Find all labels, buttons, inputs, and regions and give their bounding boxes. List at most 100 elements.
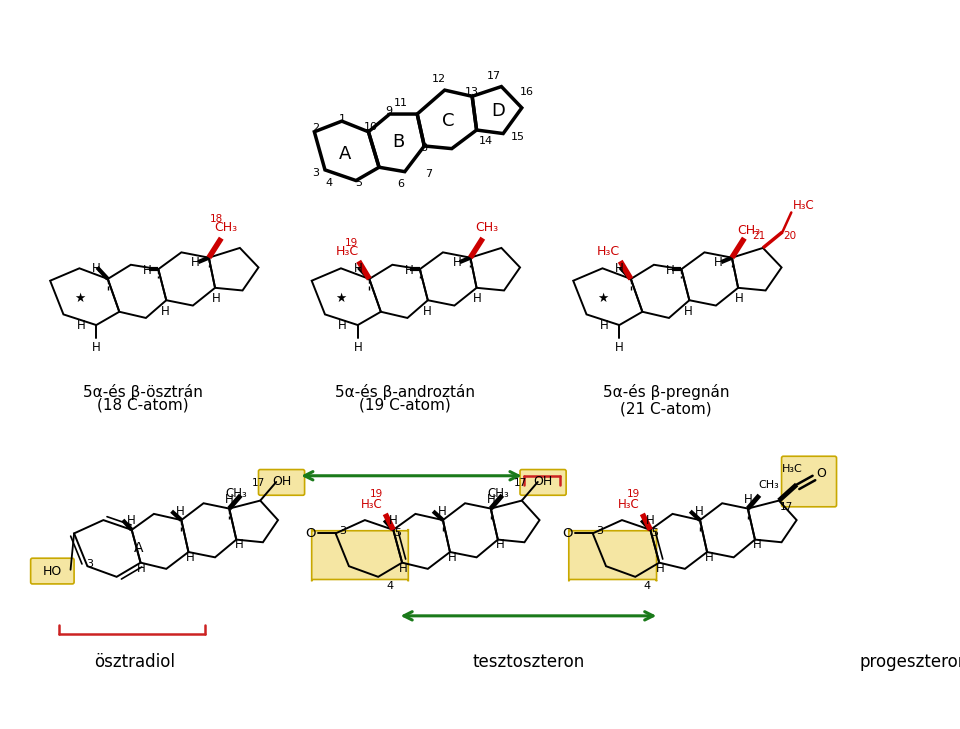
- Text: 14: 14: [478, 136, 492, 146]
- Text: H: H: [487, 494, 495, 506]
- Text: OH: OH: [272, 475, 291, 488]
- Text: HO: HO: [42, 565, 61, 578]
- Text: 19: 19: [345, 238, 358, 248]
- Text: H: H: [754, 539, 762, 551]
- Text: 3: 3: [86, 558, 93, 569]
- Text: H: H: [695, 504, 704, 518]
- Text: H: H: [714, 257, 723, 270]
- Text: 3: 3: [339, 526, 347, 536]
- Text: 4: 4: [387, 581, 394, 590]
- Text: 17: 17: [514, 477, 527, 488]
- Text: 5: 5: [355, 178, 362, 188]
- Text: tesztoszteron: tesztoszteron: [472, 653, 585, 671]
- Text: 20: 20: [783, 231, 796, 241]
- Text: 5α-és β-ösztrán: 5α-és β-ösztrán: [84, 383, 204, 399]
- Text: (19 C-atom): (19 C-atom): [359, 397, 450, 413]
- Text: 5: 5: [395, 528, 401, 537]
- Text: 16: 16: [520, 87, 534, 97]
- Text: A: A: [339, 145, 351, 163]
- Text: H: H: [600, 319, 609, 332]
- Text: ★: ★: [74, 292, 85, 305]
- Text: H: H: [191, 257, 200, 270]
- Text: 21: 21: [752, 230, 765, 241]
- Text: CH₃: CH₃: [757, 480, 779, 490]
- FancyBboxPatch shape: [258, 469, 304, 495]
- Text: H: H: [666, 264, 675, 276]
- Text: H: H: [615, 262, 624, 275]
- Text: 19: 19: [370, 489, 383, 499]
- Text: H: H: [646, 514, 655, 526]
- Text: H: H: [353, 340, 362, 354]
- Text: H: H: [161, 305, 170, 319]
- Text: H: H: [473, 292, 482, 305]
- Text: OH: OH: [534, 475, 553, 488]
- Text: 11: 11: [394, 98, 407, 107]
- Text: 18: 18: [210, 214, 224, 224]
- FancyBboxPatch shape: [31, 558, 74, 584]
- Text: 13: 13: [466, 87, 479, 97]
- Text: H₃C: H₃C: [793, 199, 815, 212]
- Text: H: H: [225, 494, 233, 506]
- Text: A: A: [134, 541, 144, 555]
- Text: H: H: [405, 264, 414, 276]
- Text: 3: 3: [596, 526, 603, 536]
- Text: ★: ★: [597, 292, 608, 305]
- Text: H: H: [389, 514, 397, 526]
- Text: 9: 9: [385, 106, 393, 117]
- Text: (21 C-atom): (21 C-atom): [620, 402, 712, 417]
- Text: H: H: [176, 504, 185, 518]
- Text: H: H: [92, 340, 101, 354]
- FancyBboxPatch shape: [312, 529, 408, 581]
- Text: 10: 10: [364, 122, 378, 133]
- Text: 4: 4: [644, 581, 651, 590]
- Text: 12: 12: [432, 74, 446, 84]
- Text: ösztradiol: ösztradiol: [94, 653, 175, 671]
- Text: H: H: [92, 262, 101, 275]
- Text: H: H: [496, 539, 505, 551]
- Text: H: H: [447, 551, 456, 564]
- Text: 5α-és β-pregnán: 5α-és β-pregnán: [603, 383, 730, 399]
- Text: 8: 8: [420, 143, 427, 153]
- Text: 5: 5: [651, 528, 659, 537]
- Text: H: H: [143, 264, 152, 276]
- Text: H: H: [211, 292, 220, 305]
- Text: (18 C-atom): (18 C-atom): [97, 397, 189, 413]
- Text: H₃C: H₃C: [597, 245, 620, 258]
- Text: 17: 17: [780, 502, 793, 512]
- Text: H: H: [615, 340, 624, 354]
- Text: H: H: [705, 551, 713, 564]
- Text: H: H: [438, 504, 446, 518]
- FancyBboxPatch shape: [520, 469, 566, 495]
- Text: 15: 15: [512, 132, 525, 142]
- Text: H: H: [422, 305, 431, 319]
- Text: B: B: [393, 133, 405, 150]
- Text: H: H: [684, 305, 693, 319]
- Text: 6: 6: [396, 179, 404, 189]
- Text: CH₃: CH₃: [487, 487, 509, 500]
- Text: 5α-és β-androztán: 5α-és β-androztán: [335, 383, 475, 399]
- Text: 17: 17: [252, 477, 265, 488]
- Text: H: H: [234, 539, 244, 551]
- Text: H: H: [353, 262, 362, 275]
- FancyBboxPatch shape: [781, 456, 836, 507]
- Text: 4: 4: [325, 178, 332, 188]
- Text: H₃C: H₃C: [361, 498, 383, 510]
- Text: CH₃: CH₃: [475, 221, 499, 234]
- Text: H₃C: H₃C: [336, 245, 359, 258]
- Text: 3: 3: [312, 168, 319, 178]
- Text: H₃C: H₃C: [781, 464, 803, 474]
- Text: H: H: [128, 514, 136, 526]
- Text: H: H: [656, 562, 664, 575]
- Text: 2: 2: [312, 123, 319, 133]
- FancyBboxPatch shape: [568, 529, 657, 581]
- Text: D: D: [491, 101, 505, 120]
- Text: 17: 17: [488, 71, 501, 81]
- Text: H: H: [186, 551, 195, 564]
- Text: H: H: [453, 257, 462, 270]
- Text: H: H: [77, 319, 85, 332]
- Text: H: H: [398, 562, 407, 575]
- Text: 19: 19: [627, 489, 640, 499]
- Text: O: O: [817, 467, 827, 480]
- Text: C: C: [442, 112, 454, 130]
- Text: CH₃: CH₃: [226, 487, 248, 500]
